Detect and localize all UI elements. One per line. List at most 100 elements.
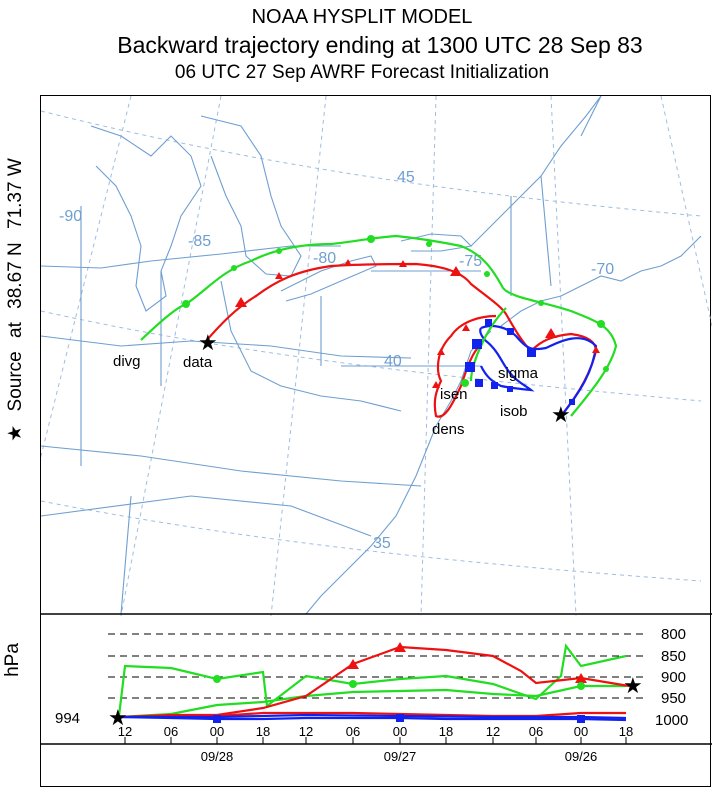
parallel-40 — [41, 310, 702, 402]
divg-marker — [597, 320, 605, 328]
profile-data-marker — [347, 659, 359, 669]
isen-marker — [461, 379, 469, 387]
date-labels: 09/28 09/27 09/26 — [201, 749, 598, 764]
pressure-800: 800 — [661, 626, 686, 643]
time-ticks — [124, 737, 627, 744]
tick-label: 12 — [299, 724, 313, 739]
label-sigma: sigma — [498, 365, 539, 382]
isob-marker — [491, 382, 498, 389]
star-markers: ★ ★ — [198, 330, 571, 427]
parallel-35 — [41, 500, 702, 582]
isob-sigma-markers — [465, 319, 575, 405]
lat-label-40: 40 — [384, 353, 402, 370]
date-label-0927: 09/27 — [384, 749, 417, 764]
pressure-850: 850 — [661, 648, 686, 665]
profile-red-markers — [347, 642, 587, 683]
border-nc-sc — [41, 445, 422, 487]
tick-label: 00 — [210, 724, 224, 739]
coastline-east — [305, 330, 492, 615]
divg-marker — [538, 300, 544, 306]
label-dens: dens — [432, 421, 465, 438]
profile-end-star-icon: ★ — [623, 673, 643, 698]
sigma-marker — [527, 348, 536, 357]
lon-label-85: -85 — [188, 233, 211, 250]
divg-markers — [182, 235, 609, 387]
lake-ontario — [400, 233, 473, 252]
isob-marker — [472, 339, 482, 349]
isob-marker — [507, 386, 513, 392]
label-data: data — [183, 354, 213, 371]
sigma-marker — [507, 328, 514, 335]
traj-data — [205, 262, 598, 417]
at-word: at — [5, 322, 26, 338]
meridian-75 — [420, 96, 437, 617]
profile-traces — [117, 643, 630, 722]
meridian-85 — [120, 96, 222, 617]
profile-isob-marker — [577, 715, 585, 723]
data-marker — [545, 328, 557, 338]
trajectories — [140, 234, 618, 418]
pressure-labels: 800 850 900 950 1000 994 — [55, 626, 688, 729]
time-tick-labels: 12 06 00 18 12 06 00 18 12 06 00 18 — [118, 724, 633, 739]
profile-start-star-icon: ★ — [108, 705, 128, 730]
pressure-900: 900 — [661, 669, 686, 686]
source-longitude: 71.37 W — [5, 158, 26, 229]
map-region: -90 -85 -80 -75 -70 45 40 35 — [41, 96, 712, 617]
lake-michigan — [90, 125, 202, 312]
tick-label: 00 — [393, 724, 407, 739]
tick-label: 18 — [256, 724, 270, 739]
tick-label: 00 — [574, 724, 588, 739]
isob-marker — [569, 399, 575, 405]
coastline-ne — [500, 235, 702, 327]
source-location-label: ★ Source at 38.67 N 71.37 W — [4, 130, 27, 470]
tick-label: 12 — [486, 724, 500, 739]
data-marker — [344, 259, 352, 266]
isob-marker — [475, 379, 483, 387]
divg-marker — [484, 271, 490, 277]
source-word: Source — [5, 351, 26, 412]
geography — [41, 96, 702, 615]
source-latitude: 38.67 N — [5, 242, 26, 309]
meridian-70 — [550, 96, 577, 617]
lake-erie — [280, 255, 377, 302]
profile-data-marker — [394, 642, 406, 652]
isob-marker — [465, 362, 475, 372]
start-pressure: 994 — [55, 710, 80, 727]
date-label-0928: 09/28 — [201, 749, 234, 764]
divg-marker — [231, 265, 237, 271]
lon-label-80: -80 — [313, 250, 336, 267]
tick-label: 18 — [619, 724, 633, 739]
border-wv — [220, 280, 402, 412]
data-marker — [450, 266, 462, 276]
meridian-80 — [270, 96, 327, 617]
lon-label-75: -75 — [459, 253, 482, 270]
source-star-icon: ★ — [5, 424, 26, 442]
lon-label-70: -70 — [591, 261, 614, 278]
profile-isob-marker — [213, 715, 221, 723]
profile-blue-markers — [213, 714, 585, 723]
border-vt-nh — [540, 175, 552, 287]
tick-label: 06 — [164, 724, 178, 739]
dens-marker — [437, 348, 445, 355]
data-marker — [592, 346, 600, 353]
pressure-gridlines — [108, 633, 643, 699]
meridian-90 — [41, 96, 132, 459]
dens-marker — [432, 381, 440, 388]
profile-isob-marker — [396, 714, 404, 722]
border-ky-va — [41, 335, 412, 359]
profile-isob — [118, 715, 627, 722]
initialization-subtitle: 06 UTC 27 Sep AWRF Forecast Initializati… — [174, 62, 550, 83]
lon-label-90: -90 — [59, 208, 82, 225]
tick-label: 06 — [529, 724, 543, 739]
meridian-65 — [660, 96, 712, 327]
profile-data-marker — [575, 673, 587, 683]
tick-label: 18 — [439, 724, 453, 739]
profile-stars: ★ ★ — [108, 673, 643, 730]
label-isen: isen — [440, 386, 468, 403]
figure-canvas: -90 -85 -80 -75 -70 45 40 35 — [41, 96, 712, 764]
data-marker — [275, 272, 283, 279]
profile-green-markers — [213, 675, 585, 690]
profile-isen-marker — [577, 682, 585, 690]
divg-marker — [603, 366, 609, 372]
border-sc-ga — [41, 495, 372, 537]
